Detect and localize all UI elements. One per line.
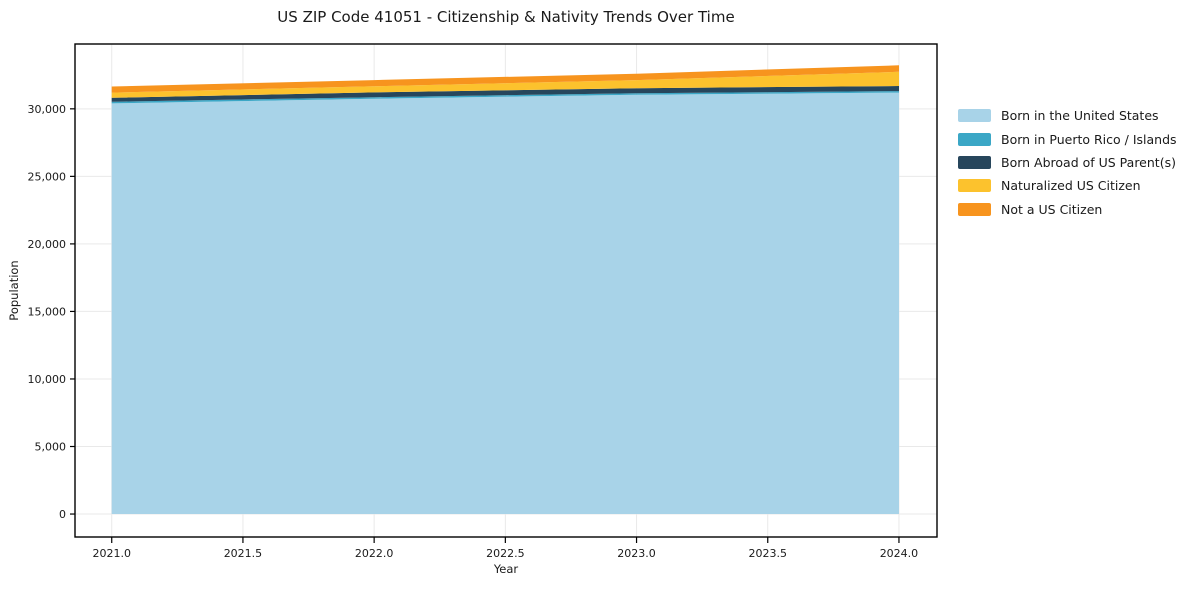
legend-swatch-not-a-us-citizen <box>958 202 991 216</box>
area-born-in-the-united-states <box>111 92 899 514</box>
legend-item-born-abroad-of-us-parent-s: Born Abroad of US Parent(s) <box>958 151 1177 174</box>
legend-label-born-abroad-of-us-parent-s: Born Abroad of US Parent(s) <box>1001 154 1176 170</box>
legend-swatch-born-in-the-united-states <box>958 109 991 123</box>
y-tick-label-0: 0 <box>59 508 66 521</box>
x-tick-label-5: 2023.5 <box>748 547 787 560</box>
legend-swatch-naturalized-us-citizen <box>958 179 991 193</box>
y-tick-label-5: 25,000 <box>28 170 67 183</box>
y-tick-label-4: 20,000 <box>28 238 67 251</box>
x-tick-label-0: 2021.0 <box>92 547 131 560</box>
area-naturalized-us-citizen <box>111 71 899 98</box>
x-axis-label: Year <box>493 562 519 576</box>
legend-label-naturalized-us-citizen: Naturalized US Citizen <box>1001 178 1141 194</box>
legend-item-born-in-the-united-states: Born in the United States <box>958 104 1177 127</box>
legend-item-not-a-us-citizen: Not a US Citizen <box>958 198 1177 221</box>
x-tick-label-3: 2022.5 <box>486 547 525 560</box>
x-tick-label-6: 2024.0 <box>880 547 919 560</box>
x-tick-label-1: 2021.5 <box>224 547 263 560</box>
y-tick-label-2: 10,000 <box>28 373 67 386</box>
legend-swatch-born-in-puerto-rico-islands <box>958 132 991 146</box>
y-tick-label-1: 5,000 <box>35 441 67 454</box>
x-tick-label-2: 2022.0 <box>355 547 394 560</box>
legend-label-born-in-puerto-rico-islands: Born in Puerto Rico / Islands <box>1001 131 1177 147</box>
plot-frame <box>74 43 938 538</box>
legend-item-naturalized-us-citizen: Naturalized US Citizen <box>958 174 1177 197</box>
y-tick-label-3: 15,000 <box>28 305 67 318</box>
area-born-abroad-of-us-parent-s <box>111 86 899 102</box>
legend-label-not-a-us-citizen: Not a US Citizen <box>1001 201 1103 217</box>
y-tick-label-6: 30,000 <box>28 103 67 116</box>
chart-legend: Born in the United States Born in Puerto … <box>958 104 1177 221</box>
legend-label-born-in-the-united-states: Born in the United States <box>1001 108 1159 124</box>
area-not-a-us-citizen <box>111 65 899 93</box>
legend-swatch-born-abroad-of-us-parent-s <box>958 155 991 169</box>
area-born-in-puerto-rico-islands <box>111 91 899 104</box>
chart-title: US ZIP Code 41051 - Citizenship & Nativi… <box>277 8 735 26</box>
y-axis-label: Population <box>7 260 21 320</box>
legend-item-born-in-puerto-rico-islands: Born in Puerto Rico / Islands <box>958 127 1177 150</box>
x-tick-label-4: 2023.0 <box>617 547 656 560</box>
